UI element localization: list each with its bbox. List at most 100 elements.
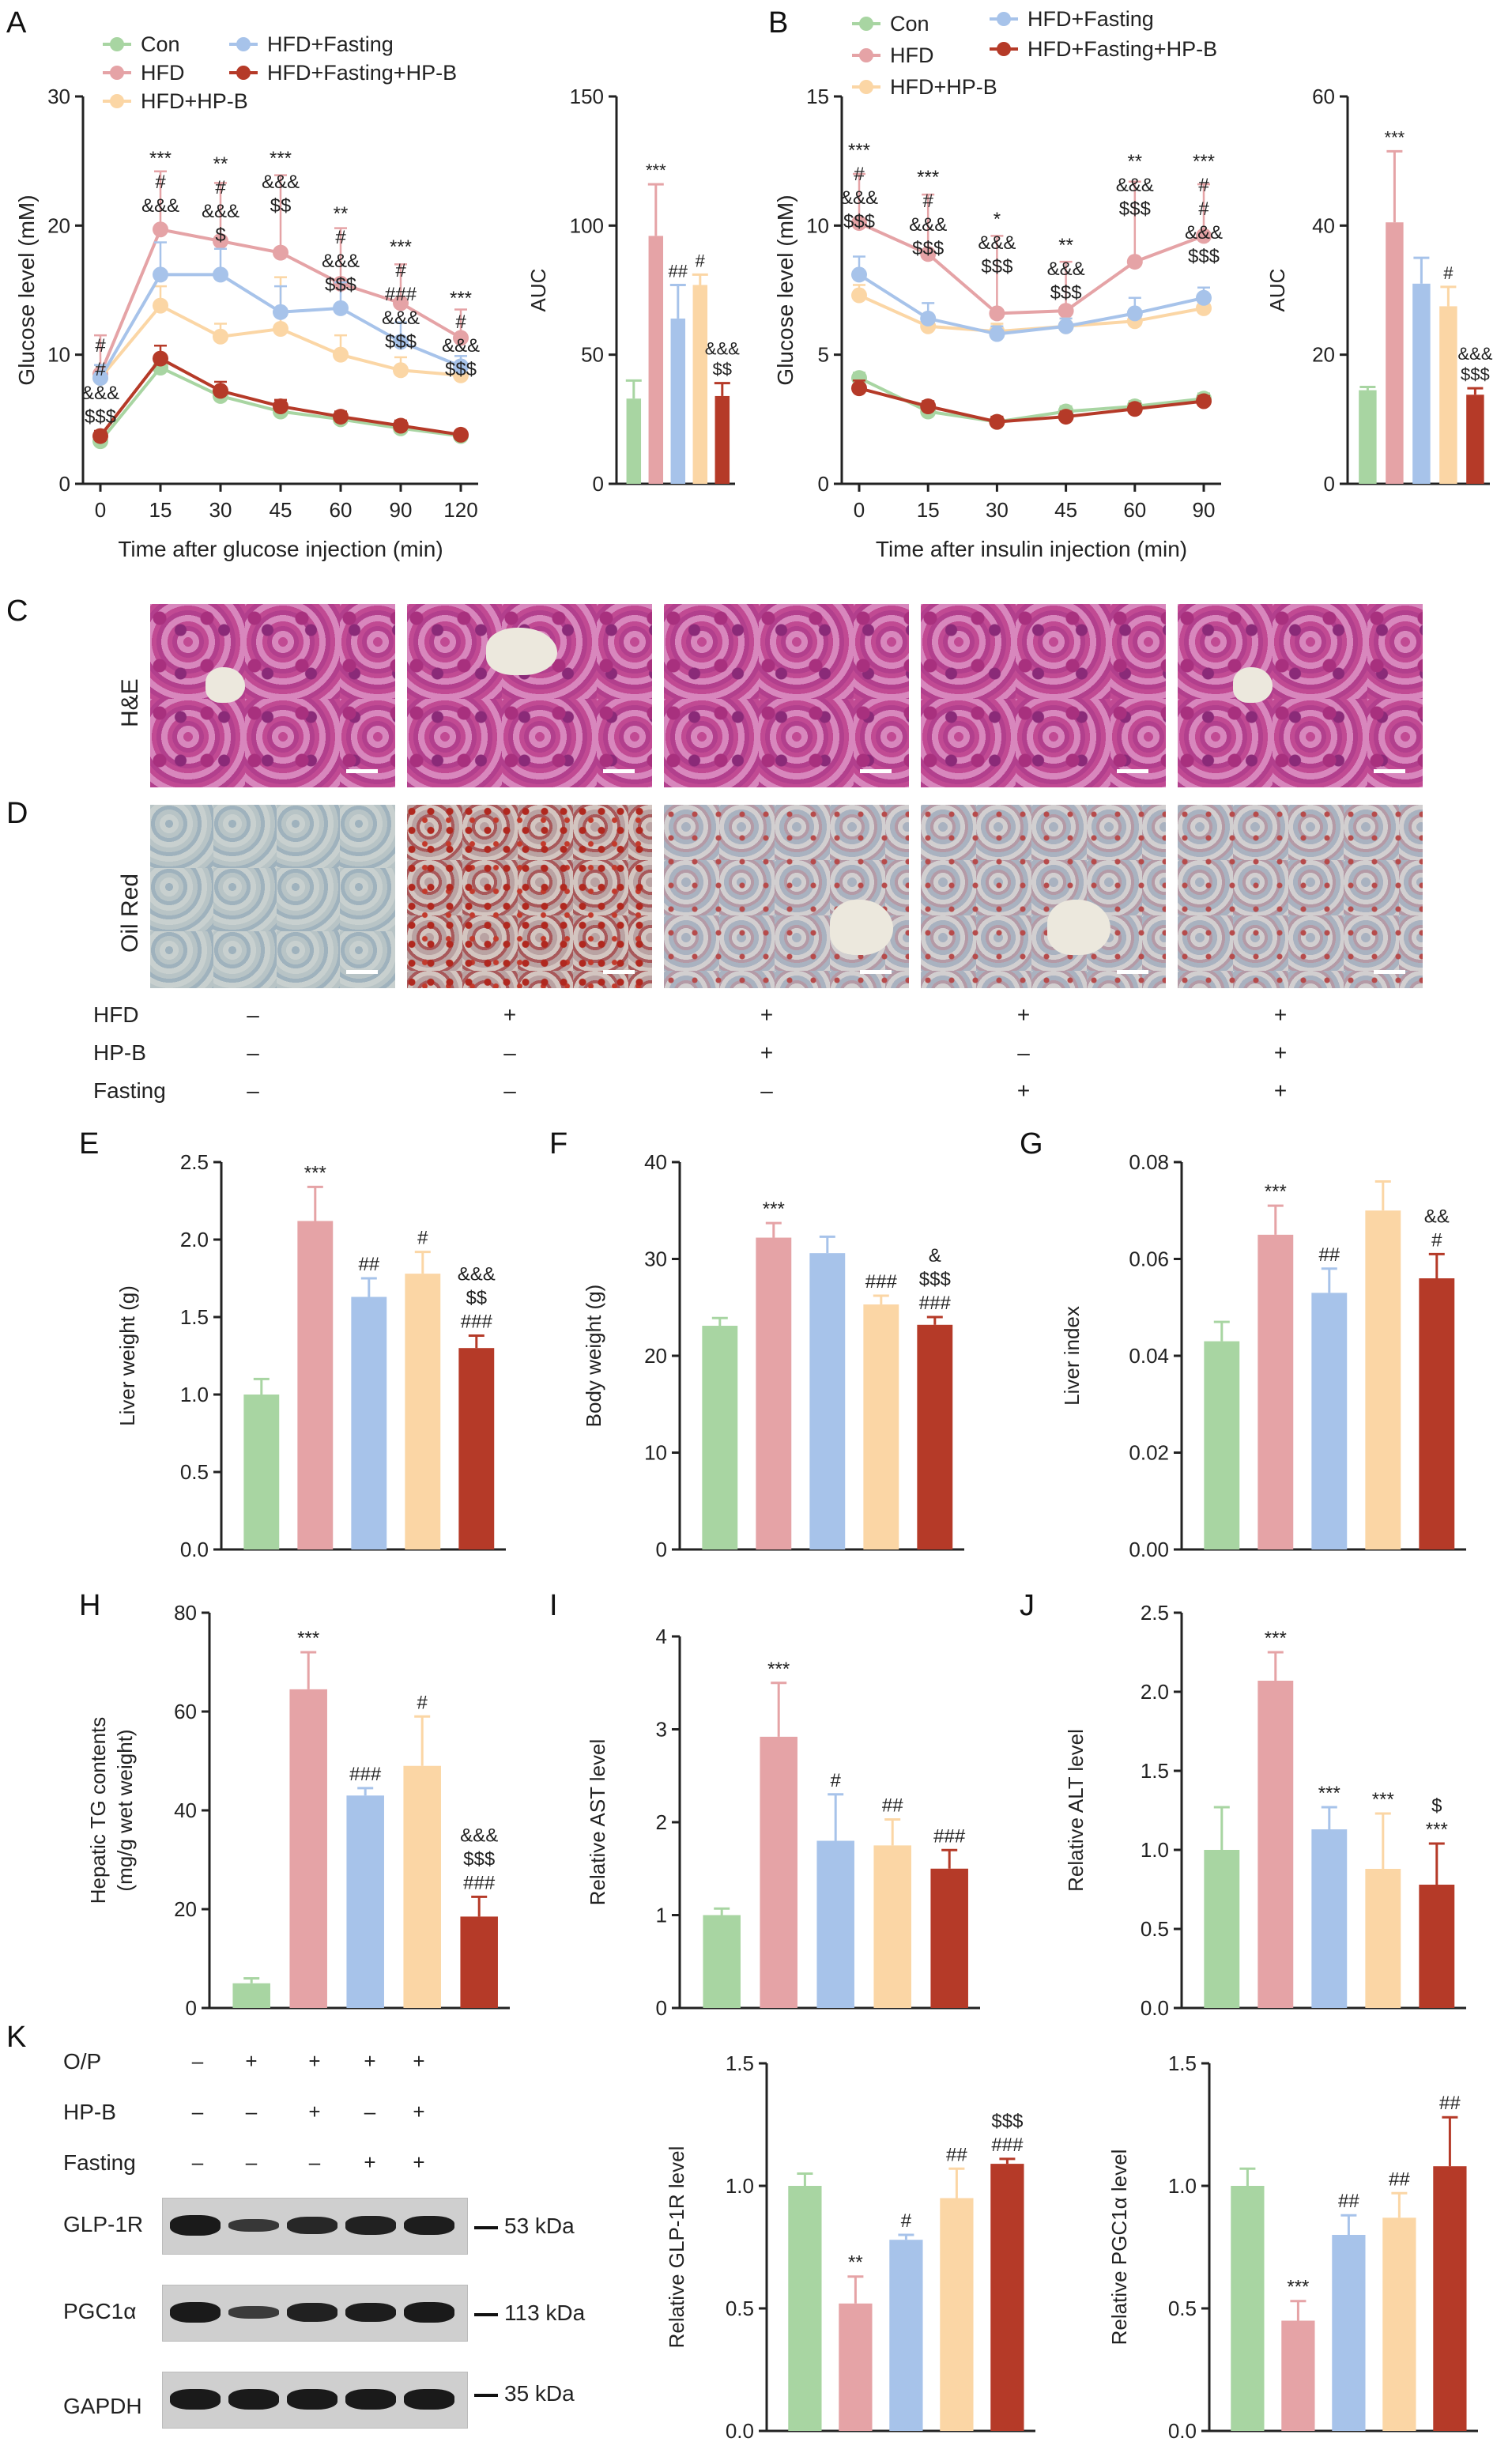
wb-cond-hpb: HP-B	[63, 2100, 116, 2124]
bar	[243, 1395, 280, 1549]
significance-label: ***	[297, 1628, 319, 1649]
blot-condition-mark: +	[413, 2049, 425, 2073]
y-tick-label: 0.06	[1129, 1247, 1169, 1271]
bar	[930, 1868, 968, 2008]
data-point	[1196, 393, 1212, 410]
condition-mark: –	[760, 1078, 773, 1103]
significance-label: ***	[763, 1198, 785, 1220]
significance-label: &&&	[322, 251, 360, 272]
y-tick-label: 2.5	[1141, 1601, 1169, 1625]
y-axis-label: AUC	[1265, 269, 1289, 312]
data-point	[393, 334, 409, 350]
blot-condition-mark: –	[245, 2150, 258, 2174]
condition-mark: –	[247, 1078, 259, 1103]
data-point	[333, 409, 349, 425]
significance-label: $	[1431, 1795, 1442, 1817]
y-tick-label: 20	[1312, 343, 1335, 367]
legend-marker	[236, 37, 251, 51]
significance-label: $$$	[981, 256, 1012, 277]
scale-bar	[603, 970, 635, 974]
significance-label: ***	[1265, 1628, 1287, 1649]
alt-level-chart: 0.0 0.5 1.0 1.5 2.0 2.5 Relative ALT level *** *…	[1064, 1601, 1466, 2016]
significance-label: ##	[946, 2144, 967, 2165]
y-tick-label: 10	[47, 343, 70, 367]
bar	[1365, 1869, 1401, 2008]
data-point	[1126, 254, 1143, 270]
oil-micrograph-3	[664, 805, 909, 988]
y-tick-label: 0.00	[1129, 1538, 1169, 1557]
significance-label: &&&	[1116, 175, 1154, 196]
row-label-he: H&E	[117, 678, 143, 727]
data-point	[920, 310, 937, 326]
y-axis-label: Glucose level (mM)	[14, 194, 39, 385]
y-axis-label-2: (mg/g wet weight)	[113, 1729, 137, 1891]
insulin-tolerance-auc-chart: 0 20 40 60 AUC *** # &&&$$$	[1265, 85, 1493, 496]
significance-label: ***	[1193, 151, 1215, 172]
y-tick-label: 0	[656, 1538, 667, 1557]
significance-label: ##	[882, 1795, 903, 1816]
series-line	[858, 376, 1205, 424]
data-point	[273, 244, 288, 261]
significance-label: #	[335, 227, 346, 248]
y-tick-label: 20	[174, 1897, 197, 1921]
series-line	[858, 387, 1205, 424]
scale-bar	[346, 769, 378, 773]
legend-marker	[997, 12, 1011, 26]
significance-label: **	[1058, 235, 1073, 256]
significance-label: ***	[1287, 2277, 1309, 2298]
condition-mark: –	[1017, 1040, 1030, 1065]
bar	[1419, 1278, 1455, 1549]
oil-micrograph-4	[921, 805, 1166, 988]
blot-band	[345, 2302, 396, 2323]
body-weight-chart: 0 10 20 30 40 Body weight (g) *** ### & $$$ ###	[582, 1150, 964, 1557]
data-point	[153, 266, 168, 283]
legend-label: Con	[890, 12, 929, 36]
significance-label: #	[1443, 263, 1454, 283]
scale-bar	[1374, 970, 1405, 974]
data-point	[393, 362, 409, 379]
legend-label: HFD+HP-B	[890, 75, 997, 99]
panel-letter-h: H	[79, 1589, 101, 1622]
legend-label: HFD	[890, 43, 934, 67]
bar	[1433, 2166, 1467, 2431]
panel-letter-a: A	[6, 6, 27, 40]
legend-marker	[859, 80, 873, 94]
significance-label: ###	[933, 1825, 966, 1847]
significance-label: ***	[848, 140, 870, 161]
y-tick-label: 20	[644, 1344, 667, 1368]
bar	[756, 1237, 792, 1549]
y-tick-label: 5	[818, 343, 829, 367]
scale-bar	[346, 970, 378, 974]
blot-band	[170, 2302, 221, 2323]
y-tick-label: 2.0	[1141, 1680, 1169, 1704]
significance-label: ***	[1426, 1819, 1448, 1840]
scale-bar	[603, 769, 635, 773]
wb-cond-fasting: Fasting	[63, 2150, 136, 2175]
panel-letter-b: B	[768, 6, 789, 40]
significance-label: #	[395, 260, 406, 281]
significance-label: **	[848, 2252, 863, 2274]
significance-label: &&&	[81, 383, 119, 404]
condition-mark: –	[503, 1040, 516, 1065]
cond-label-fasting: Fasting	[93, 1078, 166, 1103]
panel-letter-f: F	[549, 1127, 568, 1161]
panel-letter-g: G	[1020, 1127, 1043, 1161]
y-tick-label: 0.0	[1141, 1996, 1169, 2016]
bar	[839, 2303, 873, 2431]
bar	[232, 1983, 270, 2008]
legend-label: HFD	[141, 61, 185, 85]
y-tick-label: 2	[656, 1810, 667, 1834]
panel-letter-i: I	[549, 1589, 558, 1622]
condition-mark: –	[503, 1078, 516, 1103]
legend-marker	[110, 37, 124, 51]
x-tick-label: 0	[854, 498, 865, 522]
data-point	[333, 300, 349, 316]
y-tick-label: 60	[1312, 85, 1335, 108]
blot-band	[287, 2216, 337, 2235]
kda-glp1r: 53 kDa	[474, 2214, 575, 2239]
significance-label: #	[155, 172, 166, 193]
scale-bar	[860, 970, 892, 974]
blot-band	[287, 2389, 337, 2410]
